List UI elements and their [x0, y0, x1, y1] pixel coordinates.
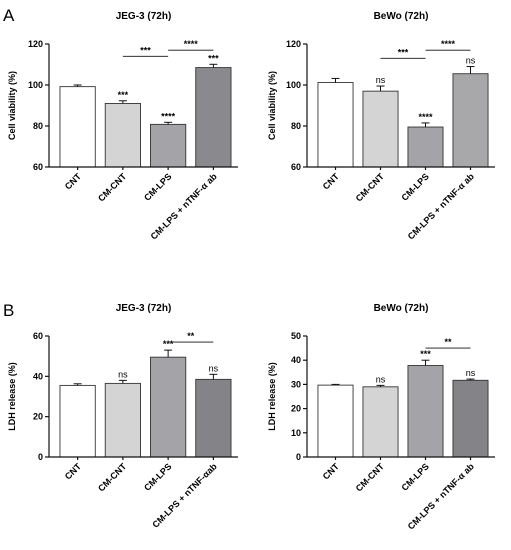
comparison-label-1: *** — [140, 45, 151, 55]
x-category-label-3: CM-LPS — [142, 461, 173, 492]
x-category-label-3: CM-LPS — [399, 171, 430, 202]
comparison-label-1: ** — [187, 331, 195, 341]
bar-3 — [407, 365, 444, 458]
chart-title: BeWo (72h) — [374, 303, 429, 314]
chart-title: JEG-3 (72h) — [116, 303, 172, 314]
y-axis-label: Cell viability (%) — [267, 71, 277, 140]
significance-label-3: *** — [420, 349, 431, 359]
significance-label-4: ns — [466, 368, 476, 378]
bar-4 — [195, 67, 232, 168]
significance-label-2: ns — [118, 369, 128, 379]
y-tick-label-2: 80 — [33, 121, 43, 131]
y-tick-label-1: 60 — [33, 162, 43, 172]
bar-4 — [195, 378, 232, 458]
panel-letter-b: B — [3, 301, 14, 320]
charts-container: JEG-3 (72h)Cell viability (%) ***********… — [7, 11, 495, 532]
y-tick-label-4: 120 — [28, 39, 43, 49]
significance-label-3: **** — [418, 112, 433, 122]
chart-title: BeWo (72h) — [374, 11, 429, 22]
chart-2: BeWo (72h)Cell viability (%) ns****ns****… — [267, 11, 495, 242]
comparison-label-1: ** — [444, 337, 452, 347]
x-category-label-1: CNT — [63, 461, 84, 482]
bar-4 — [452, 73, 489, 168]
x-category-label-2: CM-CNT — [96, 461, 129, 494]
bar-4 — [452, 379, 489, 458]
comparison-label-2: **** — [441, 39, 456, 49]
y-tick-label-3: 40 — [33, 371, 43, 381]
y-tick-label-1: 60 — [291, 162, 301, 172]
chart-3: JEG-3 (72h) LDH release (%) ns *** ns ** 0 20 40… — [7, 303, 238, 530]
panel-letter-a: A — [3, 6, 15, 25]
bar-3 — [407, 126, 444, 168]
bar-1 — [59, 384, 96, 458]
bar-2 — [362, 386, 399, 458]
y-tick-label-2: 10 — [291, 428, 301, 438]
bar-1 — [59, 86, 96, 168]
bar-2 — [362, 90, 399, 168]
significance-label-3: *** — [163, 339, 174, 349]
y-tick-label-5: 40 — [291, 355, 301, 365]
comparison-label-1: *** — [398, 47, 409, 57]
significance-label-4: *** — [208, 53, 219, 63]
y-tick-label-1: 0 — [38, 452, 43, 462]
significance-label-4: ns — [209, 363, 219, 373]
significance-label-2: ns — [376, 374, 386, 384]
y-tick-label-4: 120 — [286, 39, 301, 49]
significance-label-4: ns — [466, 56, 476, 66]
x-category-label-3: CM-LPS — [399, 461, 430, 492]
y-tick-label-6: 50 — [291, 331, 301, 341]
x-category-label-1: CNT — [321, 171, 342, 192]
bar-3 — [150, 356, 187, 458]
chart-title: JEG-3 (72h) — [116, 11, 172, 22]
x-category-label-2: CM-CNT — [354, 171, 387, 204]
bar-2 — [104, 382, 141, 458]
y-tick-label-4: 30 — [291, 379, 301, 389]
y-axis-label: Cell viability (%) — [7, 71, 17, 140]
bar-1 — [317, 384, 354, 458]
y-tick-label-1: 0 — [296, 452, 301, 462]
chart-1: JEG-3 (72h)Cell viability (%) ***********… — [7, 11, 238, 242]
y-tick-label-4: 60 — [33, 331, 43, 341]
chart-4: BeWo (72h) LDH release (%) ns *** ns ** 0 10 20 3… — [267, 303, 495, 532]
comparison-label-2: **** — [184, 39, 199, 49]
x-category-label-2: CM-CNT — [354, 461, 387, 494]
significance-label-2: *** — [118, 90, 129, 100]
y-tick-label-2: 20 — [33, 412, 43, 422]
bar-1 — [317, 82, 354, 168]
y-tick-label-3: 100 — [286, 80, 301, 90]
bar-2 — [104, 102, 141, 168]
x-category-label-1: CNT — [63, 171, 84, 192]
x-category-label-3: CM-LPS — [142, 171, 173, 202]
y-tick-label-3: 20 — [291, 404, 301, 414]
y-tick-label-2: 80 — [291, 121, 301, 131]
y-axis-label: LDH release (%) — [267, 362, 277, 431]
significance-label-2: ns — [376, 75, 386, 85]
y-tick-label-3: 100 — [28, 80, 43, 90]
x-category-label-1: CNT — [321, 461, 342, 482]
bar-3 — [150, 123, 187, 168]
significance-label-3: **** — [161, 111, 176, 121]
y-axis-label: LDH release (%) — [7, 362, 17, 431]
x-category-label-2: CM-CNT — [96, 171, 129, 204]
